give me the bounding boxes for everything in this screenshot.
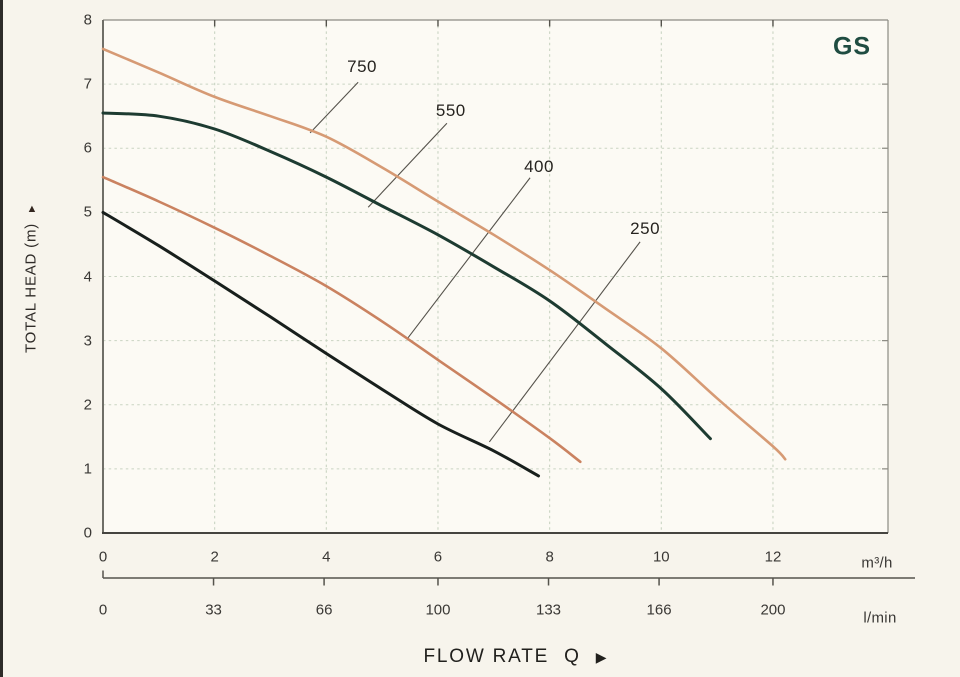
- x-tick-lmin-66: 66: [315, 601, 333, 619]
- curve-750: [101, 47, 787, 461]
- x-tick-m3h-4: 4: [322, 548, 331, 566]
- y-tick-label-8: 8: [83, 11, 92, 29]
- x-tick-m3h-10: 10: [652, 548, 670, 566]
- x-tick-m3h-12: 12: [764, 548, 782, 566]
- y-tick-label-0: 0: [83, 524, 92, 542]
- curve-label-250: 250: [630, 219, 661, 239]
- x-tick-lmin-0: 0: [98, 601, 108, 619]
- x-tick-lmin-200: 200: [760, 601, 786, 619]
- y-axis-title: TOTAL HEAD (m): [22, 222, 40, 354]
- y-tick-label-3: 3: [83, 332, 92, 350]
- x-tick-lmin-133: 133: [536, 601, 562, 619]
- y-tick-label-2: 2: [83, 396, 92, 414]
- x-tick-lmin-100: 100: [425, 601, 451, 619]
- curve-callout-line-250: [488, 241, 641, 443]
- x-tick-m3h-2: 2: [210, 548, 219, 566]
- curve-label-750: 750: [347, 56, 377, 76]
- curve-callout-line-400: [407, 177, 531, 339]
- x-tick-m3h-0: 0: [98, 548, 108, 566]
- curve-400: [101, 175, 582, 464]
- y-tick-label-1: 1: [83, 460, 92, 478]
- y-tick-label-4: 4: [83, 268, 92, 285]
- x-axis-title-text: FLOW RATE: [423, 646, 550, 667]
- curve-callout-line-750: [309, 81, 359, 134]
- curve-250: [101, 210, 540, 478]
- x-axis-arrow-icon: ▶: [595, 648, 607, 665]
- plot-area: [103, 20, 888, 533]
- x-axis-unit-secondary: l/min: [863, 609, 897, 627]
- y-tick-label-5: 5: [83, 203, 92, 221]
- curve-550: [101, 111, 712, 441]
- x-axis-unit-primary: m³/h: [861, 554, 893, 572]
- curve-label-400: 400: [524, 156, 554, 176]
- scan-edge-artifact: [0, 0, 3, 677]
- curve-callout-line-550: [367, 122, 448, 208]
- curve-label-550: 550: [435, 101, 466, 121]
- x-tick-m3h-6: 6: [433, 548, 443, 566]
- x-axis-title-symbol: Q: [564, 646, 581, 667]
- series-family-badge: GS: [832, 32, 872, 61]
- x-axis-title: FLOW RATE Q ▶: [423, 646, 606, 668]
- x-tick-lmin-166: 166: [646, 601, 672, 619]
- y-tick-label-6: 6: [83, 139, 92, 157]
- y-axis-arrow-icon: ▲: [26, 203, 38, 215]
- x-tick-m3h-8: 8: [545, 548, 554, 566]
- y-tick-label-7: 7: [83, 75, 92, 93]
- x-tick-lmin-33: 33: [205, 601, 222, 619]
